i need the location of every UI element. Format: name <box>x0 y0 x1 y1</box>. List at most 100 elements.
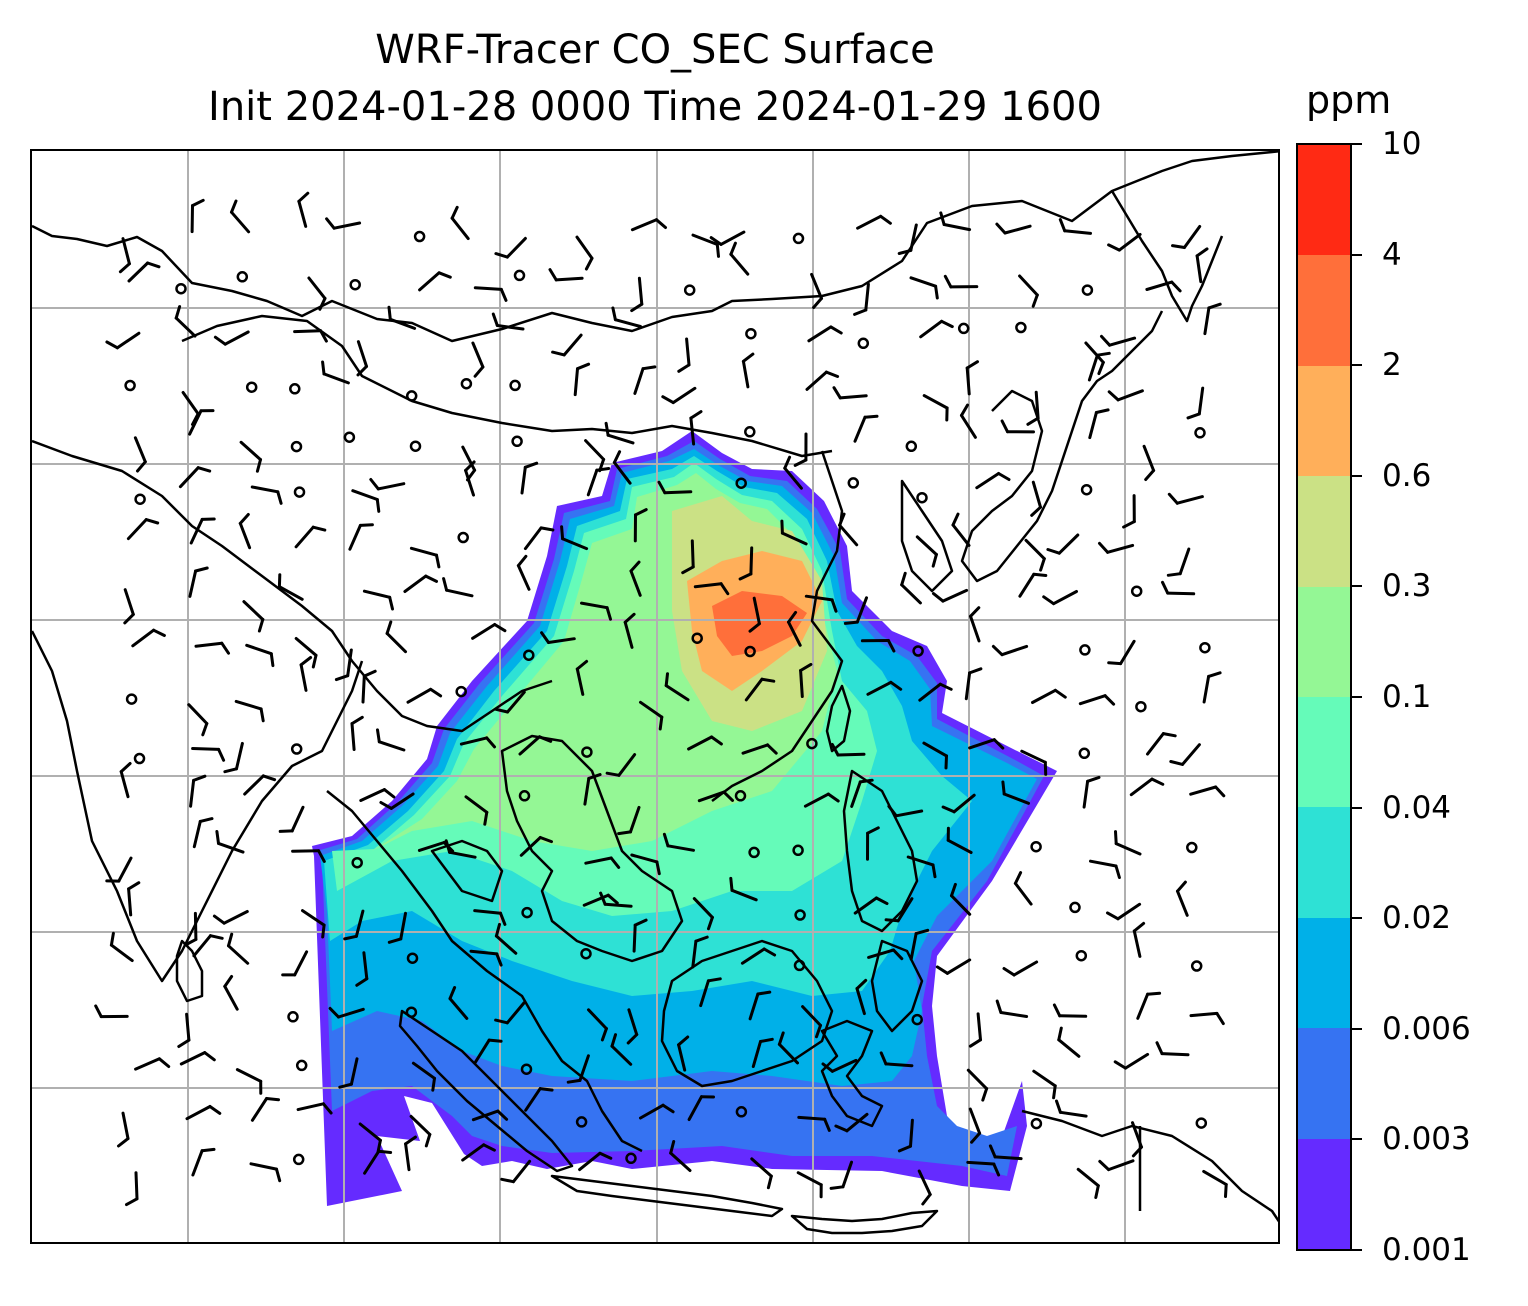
wind-barb <box>363 1149 393 1175</box>
wind-barb <box>191 747 226 762</box>
wind-barb <box>661 386 697 405</box>
coastline-segment <box>398 1009 574 1173</box>
wind-barb <box>1089 859 1121 879</box>
wind-barb-shaft <box>804 594 834 602</box>
wind-barb-flag <box>105 340 119 350</box>
wind-barb-flag <box>146 261 161 269</box>
wind-barb <box>693 582 730 596</box>
wind-barb-flag <box>938 682 953 691</box>
wind-barb-flag <box>1031 293 1039 308</box>
wind-barb-shaft <box>799 669 804 698</box>
wind-barb-flag <box>931 553 938 568</box>
wind-barb-flag <box>756 990 772 996</box>
wind-barb <box>385 620 407 654</box>
wind-barb-flag <box>965 360 979 370</box>
wind-barb-shaft <box>119 770 130 799</box>
wind-barb <box>183 911 198 947</box>
wind-barb <box>783 455 803 490</box>
wind-barb-flag <box>689 410 703 420</box>
wind-barb <box>687 1095 715 1121</box>
wind-barb-shaft <box>968 1107 982 1135</box>
wind-barb-shaft <box>389 792 415 810</box>
wind-barb <box>1082 775 1101 809</box>
wind-barb-flag <box>760 677 776 683</box>
wind-barb-shaft <box>856 214 883 230</box>
wind-barb-shaft <box>1189 785 1218 796</box>
wind-barb-flag <box>783 455 792 470</box>
wind-barb-shaft <box>471 623 497 640</box>
wind-barb-flag <box>609 856 621 869</box>
wind-barb <box>1113 1052 1150 1070</box>
wind-barb <box>1189 785 1226 798</box>
colorbar-band <box>1298 476 1350 587</box>
wind-barb-shaft <box>1116 902 1142 921</box>
calm-wind-circle <box>794 909 806 921</box>
wind-barb <box>1107 389 1144 402</box>
wind-barb-flag <box>194 566 209 573</box>
wind-barb <box>850 778 874 808</box>
wind-barb <box>294 525 327 549</box>
wind-barb <box>629 560 642 597</box>
calm-wind-circle <box>293 486 306 498</box>
wind-barb <box>227 932 250 965</box>
wind-barb <box>1106 902 1142 921</box>
wind-barb-flag <box>633 918 648 927</box>
wind-barb-shaft <box>359 788 386 802</box>
wind-barb <box>524 1087 554 1112</box>
calm-wind-circle <box>806 737 818 750</box>
wind-barb <box>1203 302 1222 336</box>
wind-barb-flag <box>382 788 396 799</box>
wind-barb-flag <box>551 350 566 357</box>
wind-barb-shaft <box>630 218 658 232</box>
wind-barb <box>741 352 755 389</box>
wind-barb-shaft <box>471 1109 500 1122</box>
wind-barb-flag <box>824 370 840 378</box>
wind-barb-shaft <box>409 546 438 557</box>
wind-barb-flag <box>826 792 840 803</box>
wind-barb <box>879 1051 914 1068</box>
wind-barb-shaft <box>1003 224 1032 235</box>
calm-wind-circle <box>349 278 361 291</box>
wind-barb-shaft <box>864 282 870 312</box>
colorbar-band <box>1298 807 1350 918</box>
wind-barb-flag <box>212 914 226 925</box>
calm-wind-circle <box>793 959 806 972</box>
wind-barb <box>464 795 489 826</box>
wind-barb-shaft <box>919 319 944 339</box>
wind-barb-shaft <box>1058 1110 1088 1118</box>
wind-barb-shaft <box>520 465 527 495</box>
wind-barb <box>582 893 619 907</box>
wind-barb-shaft <box>838 394 868 400</box>
wind-barb-flag <box>661 395 675 405</box>
wind-barb-flag <box>201 722 209 737</box>
map-panel[interactable] <box>30 149 1280 1244</box>
wind-barb-shaft <box>322 372 350 385</box>
wind-barb-shaft <box>361 674 366 704</box>
wind-barb <box>801 1005 822 1039</box>
wind-barb-flag <box>482 1143 496 1152</box>
wind-barb-shaft <box>223 984 239 1011</box>
wind-barb <box>551 333 583 357</box>
wind-barb-flag <box>612 450 622 464</box>
wind-barb <box>494 690 526 714</box>
wind-barb-shaft <box>836 752 866 757</box>
calm-wind-circle <box>133 752 146 765</box>
wind-barb-flag <box>641 365 657 371</box>
colorbar-band <box>1298 255 1350 366</box>
wind-barb-shaft <box>1000 644 1029 657</box>
wind-barb-shaft <box>469 949 499 956</box>
wind-barb <box>1142 444 1156 481</box>
wind-barb-flag <box>209 934 224 940</box>
wind-barb-flag <box>1002 967 1016 977</box>
wind-barb <box>348 523 374 551</box>
wind-barb-shaft <box>689 416 696 446</box>
wind-barb-shaft <box>952 793 976 814</box>
wind-barb-shaft <box>1178 547 1191 576</box>
wind-barb <box>471 623 507 640</box>
wind-barb <box>662 832 695 852</box>
calm-wind-circle <box>245 381 258 393</box>
wind-barb-shaft <box>627 1008 639 1037</box>
wind-barb-shaft <box>801 1005 822 1027</box>
wind-barb <box>630 853 661 876</box>
wind-barb-flag <box>866 826 880 835</box>
